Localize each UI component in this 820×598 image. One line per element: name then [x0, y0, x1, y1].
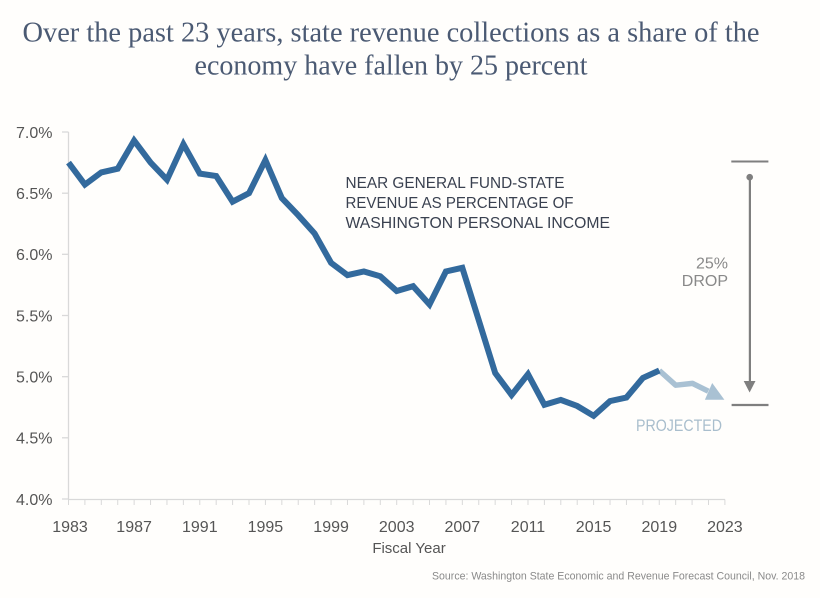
- svg-text:2019: 2019: [642, 519, 678, 536]
- svg-text:6.0%: 6.0%: [16, 247, 52, 264]
- svg-text:4.5%: 4.5%: [16, 431, 52, 448]
- svg-text:2011: 2011: [511, 519, 546, 536]
- svg-text:6.5%: 6.5%: [16, 186, 52, 203]
- svg-text:1987: 1987: [116, 519, 152, 536]
- svg-text:5.0%: 5.0%: [16, 370, 52, 387]
- svg-text:NEAR GENERAL FUND-STATE: NEAR GENERAL FUND-STATE: [346, 175, 565, 192]
- svg-text:2007: 2007: [445, 519, 481, 536]
- svg-text:2003: 2003: [379, 519, 415, 536]
- svg-text:1999: 1999: [313, 519, 349, 536]
- svg-text:Over the past 23 years, state: Over the past 23 years, state revenue co…: [23, 18, 760, 49]
- svg-text:2023: 2023: [707, 519, 743, 536]
- svg-text:REVENUE AS PERCENTAGE OF: REVENUE AS PERCENTAGE OF: [346, 195, 574, 212]
- svg-text:4.0%: 4.0%: [16, 492, 52, 509]
- svg-text:Source: Washington State Econo: Source: Washington State Economic and Re…: [432, 571, 805, 583]
- svg-text:economy have fallen by 25 perc: economy have fallen by 25 percent: [195, 51, 588, 82]
- svg-text:PROJECTED: PROJECTED: [636, 417, 722, 435]
- svg-text:DROP: DROP: [682, 273, 728, 290]
- svg-text:WASHINGTON PERSONAL INCOME: WASHINGTON PERSONAL INCOME: [346, 215, 611, 232]
- svg-text:1995: 1995: [248, 519, 284, 536]
- svg-text:1991: 1991: [182, 519, 218, 536]
- svg-text:25%: 25%: [696, 256, 728, 273]
- svg-text:1983: 1983: [52, 519, 88, 536]
- svg-text:2015: 2015: [576, 519, 612, 536]
- svg-text:Fiscal Year: Fiscal Year: [372, 540, 445, 557]
- svg-text:7.0%: 7.0%: [16, 125, 52, 142]
- svg-text:5.5%: 5.5%: [16, 308, 52, 325]
